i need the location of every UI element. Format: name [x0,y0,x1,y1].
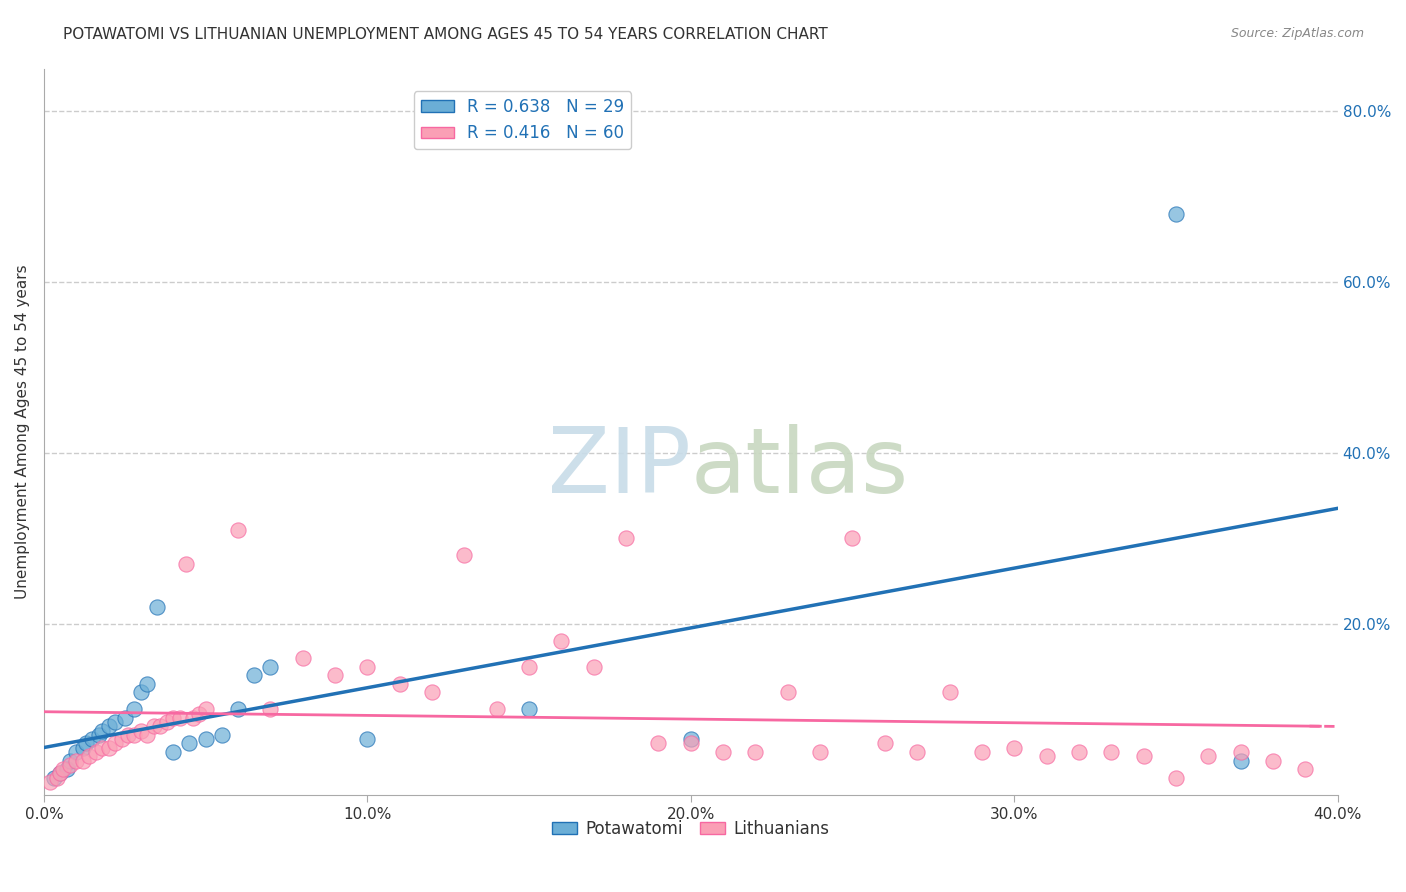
Point [162,711,184,725]
Point [49,766,72,780]
Point [211,728,233,742]
Point [59,754,82,768]
Point [259,702,281,716]
Point [226,702,249,716]
Point [124,728,146,742]
Point [97,740,120,755]
Point [1164,771,1187,785]
Point [91,740,114,755]
Point [156,715,179,730]
Point [124,702,146,716]
Point [65,745,87,759]
Point [1229,754,1251,768]
Point [517,659,540,673]
Point [49,766,72,780]
Point [174,557,197,571]
Point [117,728,139,742]
Point [614,532,637,546]
Point [39,775,62,789]
Point [1067,745,1090,759]
Point [1164,207,1187,221]
Point [42,771,65,785]
Point [485,702,508,716]
Point [52,762,75,776]
Point [582,659,605,673]
Point [938,685,960,699]
Point [356,732,378,747]
Text: POTAWATOMI VS LITHUANIAN UNEMPLOYMENT AMONG AGES 45 TO 54 YEARS CORRELATION CHAR: POTAWATOMI VS LITHUANIAN UNEMPLOYMENT AM… [63,27,828,42]
Point [356,659,378,673]
Point [59,757,82,772]
Point [179,736,201,750]
Point [550,634,572,648]
Point [243,668,266,682]
Point [72,754,94,768]
Text: atlas: atlas [690,424,908,512]
Point [188,706,211,721]
Point [136,676,159,690]
Point [679,732,702,747]
Point [776,685,799,699]
Text: ZIP: ZIP [548,424,690,512]
Point [75,736,97,750]
Point [169,711,191,725]
Point [136,728,159,742]
Point [77,749,100,764]
Text: Source: ZipAtlas.com: Source: ZipAtlas.com [1230,27,1364,40]
Point [420,685,443,699]
Point [149,719,172,733]
Point [114,711,136,725]
Point [453,549,475,563]
Y-axis label: Unemployment Among Ages 45 to 54 years: Unemployment Among Ages 45 to 54 years [15,264,30,599]
Point [323,668,346,682]
Point [873,736,896,750]
Point [104,715,127,730]
Point [259,659,281,673]
Point [679,736,702,750]
Point [1132,749,1154,764]
Point [97,719,120,733]
Point [194,702,217,716]
Point [72,740,94,755]
Point [55,762,77,776]
Point [91,723,114,738]
Point [194,732,217,747]
Point [1229,745,1251,759]
Point [1294,762,1316,776]
Point [517,702,540,716]
Point [1035,749,1057,764]
Point [1197,749,1219,764]
Point [142,719,165,733]
Point [146,599,169,614]
Point [45,771,67,785]
Point [970,745,993,759]
Point [226,523,249,537]
Point [181,711,204,725]
Point [65,754,87,768]
Point [291,651,314,665]
Point [808,745,831,759]
Point [711,745,734,759]
Point [84,745,107,759]
Point [1099,745,1122,759]
Point [162,745,184,759]
Point [1002,740,1025,755]
Point [110,732,132,747]
Point [744,745,766,759]
Point [129,685,152,699]
Point [104,736,127,750]
Point [1261,754,1284,768]
Point [87,728,110,742]
Point [82,732,104,747]
Legend: Potawatomi, Lithuanians: Potawatomi, Lithuanians [546,814,835,845]
Point [129,723,152,738]
Point [647,736,669,750]
Point [905,745,928,759]
Point [388,676,411,690]
Point [841,532,863,546]
